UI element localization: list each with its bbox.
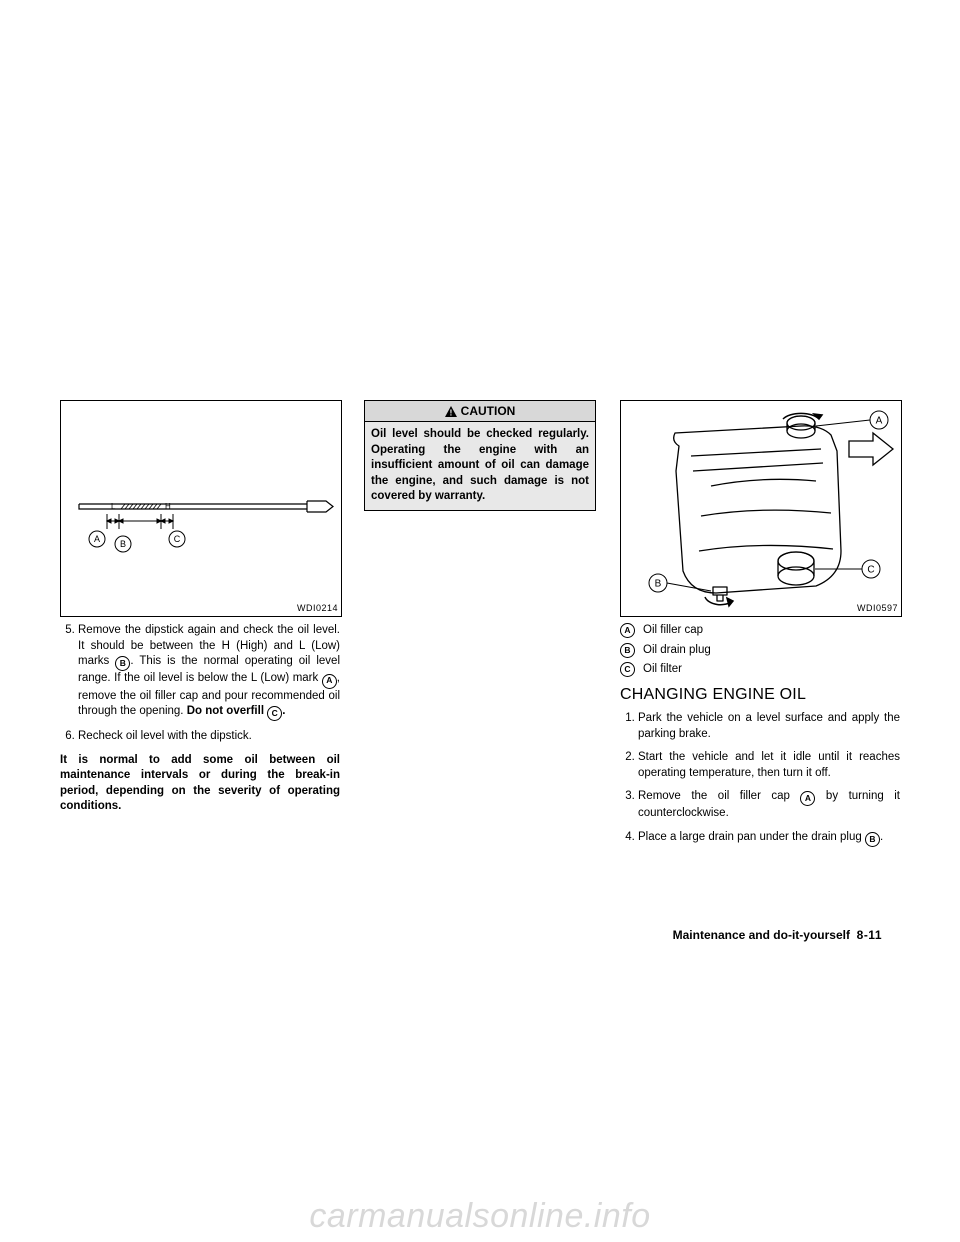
legend-a-text: Oil filler cap: [643, 623, 703, 639]
watermark: carmanualsonline.info: [309, 1197, 650, 1236]
legend-b-text: Oil drain plug: [643, 643, 711, 659]
svg-text:A: A: [876, 416, 883, 427]
figure-id-right: WDI0597: [857, 602, 898, 614]
steps-list-left: Remove the dipstick again and check the …: [60, 623, 340, 745]
figure-id-left: WDI0214: [297, 602, 338, 614]
warning-icon: !: [445, 406, 457, 417]
legend-c: C Oil filter: [620, 662, 900, 678]
r-step-3: Remove the oil filler cap A by turning i…: [638, 789, 900, 822]
svg-text:B: B: [655, 579, 662, 590]
r-step4-pre: Place a large drain pan under the drain …: [638, 831, 865, 843]
svg-text:A: A: [94, 534, 100, 544]
r-step-2: Start the vehicle and let it idle until …: [638, 750, 900, 781]
label-a-inline: A: [322, 674, 337, 689]
label-b-inline: B: [115, 656, 130, 671]
steps-list-right: Park the vehicle on a level surface and …: [620, 711, 900, 847]
legend-a: A Oil filler cap: [620, 623, 900, 639]
r-label-a-inline: A: [800, 791, 815, 806]
legend-label-a-icon: A: [620, 623, 635, 638]
column-left: L H: [60, 400, 340, 855]
column-middle: ! CAUTION Oil level should be checked re…: [364, 400, 596, 855]
svg-text:C: C: [867, 565, 874, 576]
step-6: Recheck oil level with the dipstick.: [78, 729, 340, 745]
section-title: CHANGING ENGINE OIL: [620, 684, 900, 706]
legend-label-b-icon: B: [620, 643, 635, 658]
para-bold-note: It is normal to add some oil between oil…: [60, 753, 340, 815]
column-right: A B C WDI0597 A Oil filler cap B Oil dra…: [620, 400, 900, 855]
svg-text:L: L: [111, 502, 116, 511]
engine-figure: A B C WDI0597: [620, 400, 902, 617]
r-step-4: Place a large drain pan under the drain …: [638, 830, 900, 847]
svg-text:C: C: [174, 534, 181, 544]
svg-text:H: H: [165, 502, 171, 511]
legend-c-text: Oil filter: [643, 662, 682, 678]
svg-text:!: !: [449, 408, 452, 417]
engine-svg: A B C: [621, 401, 901, 616]
footer-page: 8-11: [857, 928, 882, 942]
step-5: Remove the dipstick again and check the …: [78, 623, 340, 721]
r-label-b-inline: B: [865, 832, 880, 847]
svg-text:B: B: [120, 539, 126, 549]
caution-body: Oil level should be checked regularly. O…: [364, 422, 596, 511]
legend-b: B Oil drain plug: [620, 643, 900, 659]
caution-header: ! CAUTION: [364, 400, 596, 422]
r-step3-pre: Remove the oil filler cap: [638, 790, 800, 802]
r-step-1: Park the vehicle on a level surface and …: [638, 711, 900, 742]
step5-bold: Do not overfill: [187, 705, 268, 717]
step5-end: .: [282, 705, 285, 717]
legend-label-c-icon: C: [620, 662, 635, 677]
dipstick-figure: L H: [60, 400, 342, 617]
footer-section: Maintenance and do-it-yourself: [673, 928, 850, 942]
label-c-inline: C: [267, 706, 282, 721]
page-footer: Maintenance and do-it-yourself 8-11: [673, 928, 882, 942]
r-step4-post: .: [880, 831, 883, 843]
caution-label: CAUTION: [461, 403, 516, 419]
dipstick-svg: L H: [61, 401, 341, 616]
